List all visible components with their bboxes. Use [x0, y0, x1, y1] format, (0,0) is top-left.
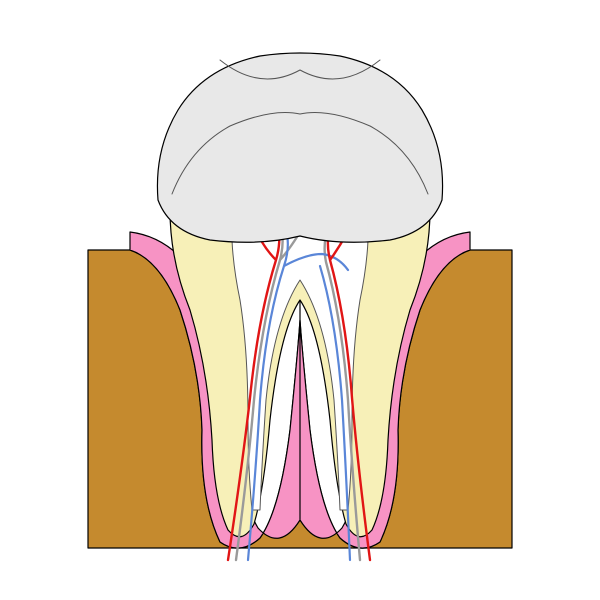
enamel-layer	[157, 53, 442, 242]
tooth-diagram	[0, 0, 600, 600]
